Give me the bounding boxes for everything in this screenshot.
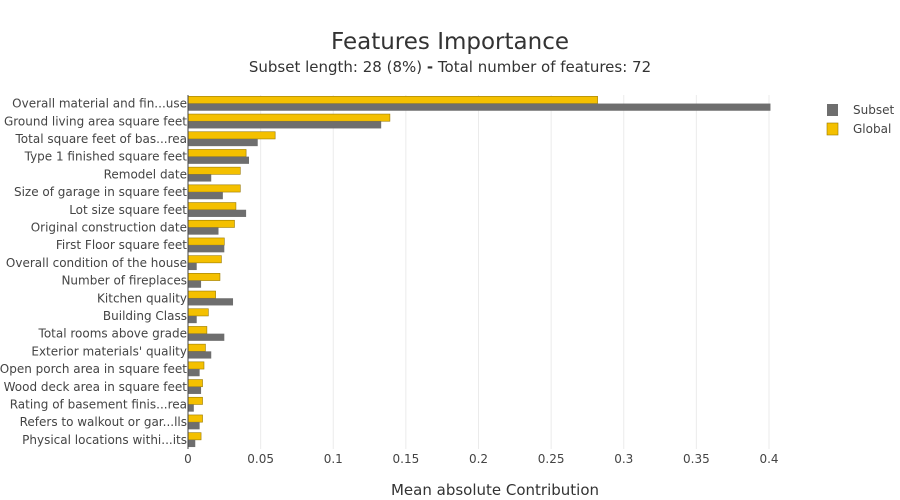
- bar-subset[interactable]: [188, 422, 200, 430]
- bar-global[interactable]: [187, 326, 208, 334]
- bar-subset[interactable]: [188, 404, 194, 412]
- x-tick-label: 0.35: [683, 452, 710, 466]
- bar-global[interactable]: [187, 273, 221, 281]
- category-label: Number of fireplaces: [61, 274, 187, 288]
- category-label: Building Class: [103, 309, 187, 323]
- bar-global[interactable]: [187, 184, 241, 193]
- bar-global[interactable]: [187, 432, 202, 441]
- category-label: Total square feet of bas...rea: [15, 132, 188, 146]
- bar-global[interactable]: [187, 96, 598, 104]
- x-tick-label: 0.15: [393, 452, 420, 466]
- category-label: Overall condition of the house: [6, 256, 187, 270]
- legend-label-global[interactable]: Global: [853, 122, 891, 136]
- bar-subset[interactable]: [188, 351, 212, 359]
- bar-global[interactable]: [187, 255, 222, 264]
- category-label: Wood deck area in square feet: [4, 380, 188, 394]
- bar-subset[interactable]: [188, 369, 200, 377]
- legend-label-subset[interactable]: Subset: [853, 103, 894, 117]
- bar-subset[interactable]: [188, 298, 234, 306]
- bar-subset[interactable]: [188, 174, 212, 182]
- bar-subset[interactable]: [188, 386, 202, 394]
- x-tick-label: 0.4: [759, 452, 778, 466]
- x-tick-label: 0.1: [324, 452, 343, 466]
- bar-subset[interactable]: [188, 315, 197, 324]
- bar-subset[interactable]: [188, 245, 225, 253]
- legend[interactable]: Subset Global: [826, 103, 894, 136]
- subtitle-subset-length: Subset length: 28 (8%): [248, 58, 423, 76]
- category-label: Total rooms above grade: [38, 327, 187, 341]
- x-tick-label: 0.3: [614, 452, 633, 466]
- bar-global[interactable]: [187, 219, 235, 228]
- bar-subset[interactable]: [188, 103, 771, 111]
- bar-global[interactable]: [187, 237, 225, 246]
- x-tick-label: 0.05: [247, 452, 274, 466]
- bar-global[interactable]: [187, 343, 206, 352]
- subtitle-total-features: Total number of features: 72: [437, 58, 652, 76]
- category-label: First Floor square feet: [56, 238, 187, 252]
- x-tick-label: 0.25: [538, 452, 565, 466]
- bar-subset[interactable]: [188, 156, 250, 164]
- bar-subset[interactable]: [188, 121, 382, 129]
- category-label: Refers to walkout or gar...lls: [20, 415, 187, 429]
- bar-subset[interactable]: [188, 192, 223, 200]
- category-label: Open porch area in square feet: [0, 362, 187, 376]
- category-label: Kitchen quality: [97, 291, 187, 305]
- category-label: Type 1 finished square feet: [24, 150, 188, 164]
- bar-subset[interactable]: [188, 333, 225, 341]
- legend-swatch-subset[interactable]: [827, 104, 838, 116]
- bar-subset[interactable]: [188, 138, 258, 147]
- category-label: Rating of basement finis...rea: [10, 397, 187, 411]
- x-tick-label: 0.2: [469, 452, 488, 466]
- axes: 0 0.05 0.1 0.15 0.2 0.25 0.3 0.35 0.4 Overall mat…: [0, 95, 779, 466]
- category-label: Lot size square feet: [69, 203, 187, 217]
- category-label: Overall material and fin...use: [12, 97, 187, 111]
- bar-global[interactable]: [187, 290, 216, 299]
- chart-subtitle: Subset length: 28 (8%) - Total number of…: [0, 57, 900, 77]
- category-label: Size of garage in square feet: [14, 185, 187, 199]
- category-label: Exterior materials' quality: [31, 344, 187, 358]
- bar-global[interactable]: [187, 113, 391, 122]
- bar-global[interactable]: [187, 149, 247, 157]
- subtitle-separator: -: [426, 58, 434, 76]
- category-label: Ground living area square feet: [4, 114, 187, 128]
- bar-subset[interactable]: [188, 280, 202, 288]
- bar-global[interactable]: [187, 379, 203, 388]
- category-label: Original construction date: [31, 220, 187, 234]
- category-label: Physical locations withi...its: [22, 433, 187, 447]
- title-block: Features Importance Subset length: 28 (8…: [0, 28, 900, 77]
- category-label: Remodel date: [104, 167, 187, 181]
- bars: [187, 96, 771, 448]
- bar-global[interactable]: [187, 308, 209, 317]
- bar-global[interactable]: [187, 166, 241, 175]
- x-axis-title: Mean absolute Contribution: [391, 481, 599, 499]
- bar-global[interactable]: [187, 361, 205, 370]
- legend-swatch-global[interactable]: [826, 122, 839, 136]
- bar-subset[interactable]: [188, 209, 247, 217]
- bar-global[interactable]: [187, 202, 237, 211]
- bar-global[interactable]: [187, 414, 203, 423]
- bar-global[interactable]: [187, 131, 276, 140]
- bar-subset[interactable]: [188, 227, 219, 235]
- x-tick-label: 0: [184, 452, 192, 466]
- gridlines: [260, 95, 770, 449]
- bar-subset[interactable]: [188, 439, 196, 448]
- bar-global[interactable]: [187, 396, 203, 405]
- chart-title: Features Importance: [330, 29, 569, 55]
- bar-subset[interactable]: [188, 262, 197, 271]
